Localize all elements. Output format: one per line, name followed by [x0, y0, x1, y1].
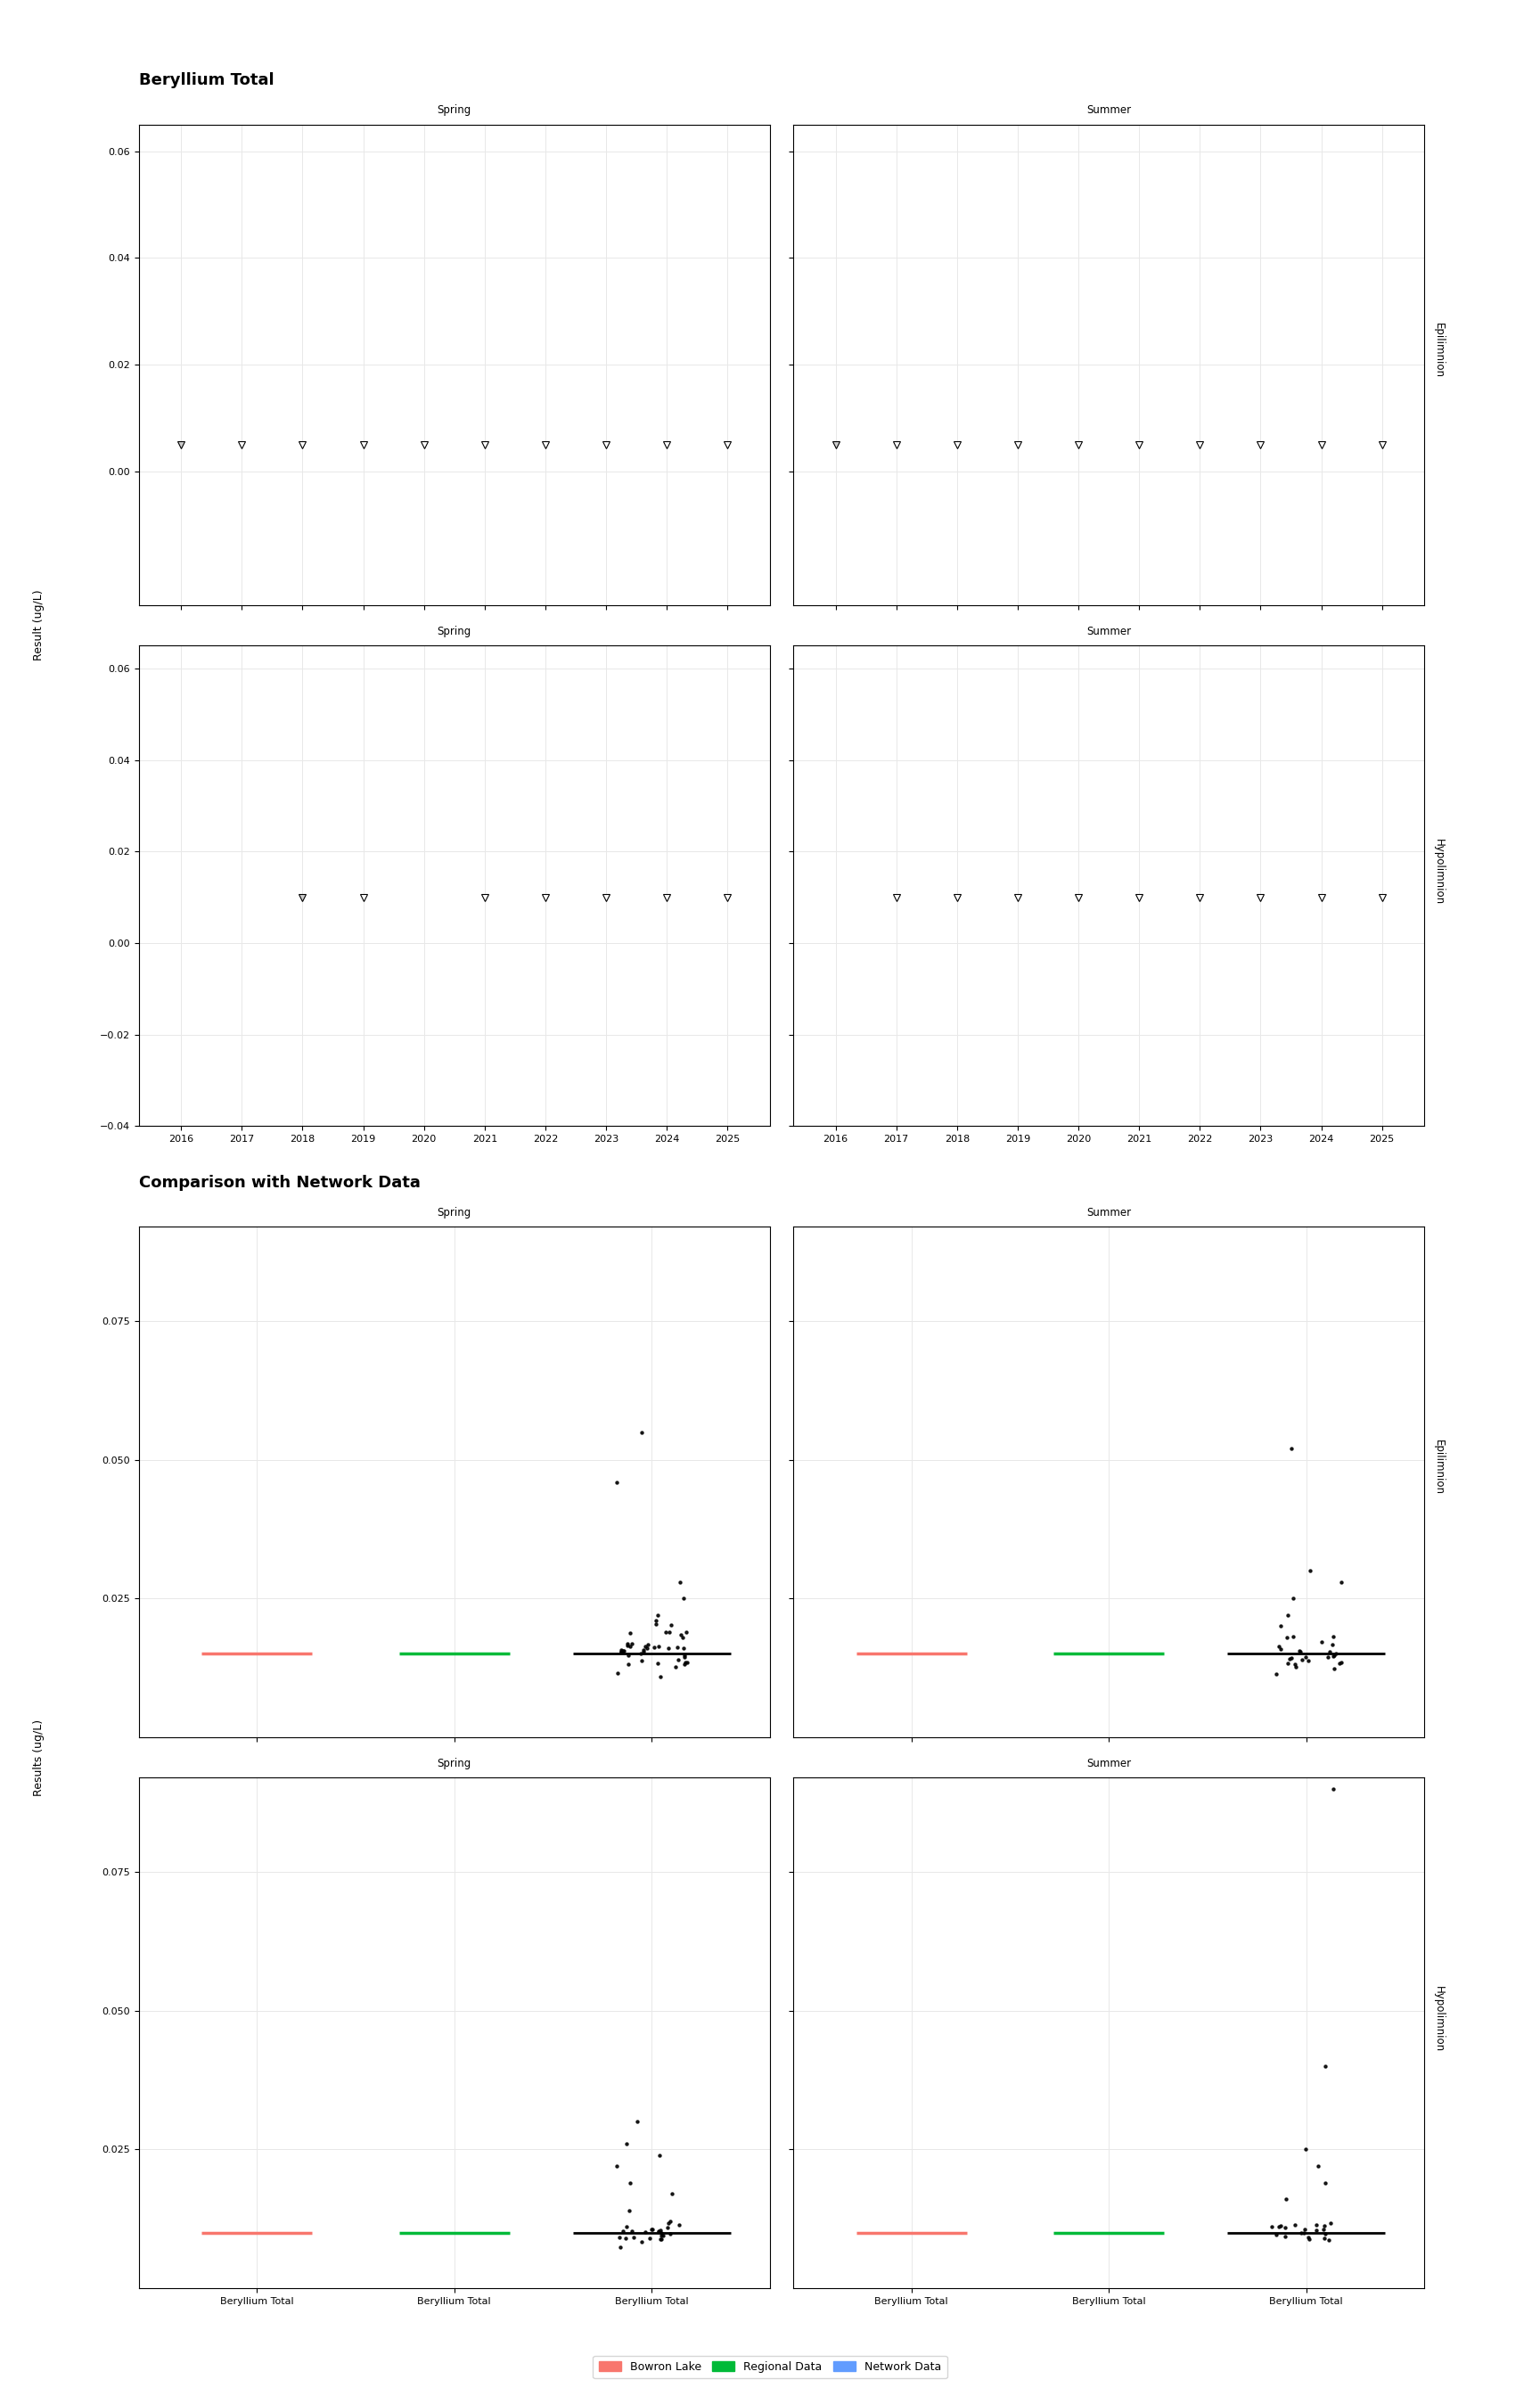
Text: Summer: Summer	[1086, 625, 1132, 637]
Text: Summer: Summer	[1086, 105, 1132, 115]
Text: Spring: Spring	[437, 105, 471, 115]
Legend: Bowron Lake, Regional Data, Network Data: Bowron Lake, Regional Data, Network Data	[593, 2355, 947, 2379]
Text: Summer: Summer	[1086, 1208, 1132, 1217]
Text: Beryllium Total: Beryllium Total	[139, 72, 274, 89]
Text: Spring: Spring	[437, 1759, 471, 1768]
Text: Spring: Spring	[437, 625, 471, 637]
Text: Hypolimnion: Hypolimnion	[1432, 1986, 1445, 2051]
Text: Hypolimnion: Hypolimnion	[1432, 839, 1445, 906]
Text: Epilimnion: Epilimnion	[1432, 1440, 1445, 1495]
Text: Result (ug/L): Result (ug/L)	[32, 589, 45, 661]
Text: Summer: Summer	[1086, 1759, 1132, 1768]
Text: Spring: Spring	[437, 1208, 471, 1217]
Text: Epilimnion: Epilimnion	[1432, 323, 1445, 379]
Text: Comparison with Network Data: Comparison with Network Data	[139, 1174, 420, 1191]
Text: Results (ug/L): Results (ug/L)	[32, 1718, 45, 1797]
